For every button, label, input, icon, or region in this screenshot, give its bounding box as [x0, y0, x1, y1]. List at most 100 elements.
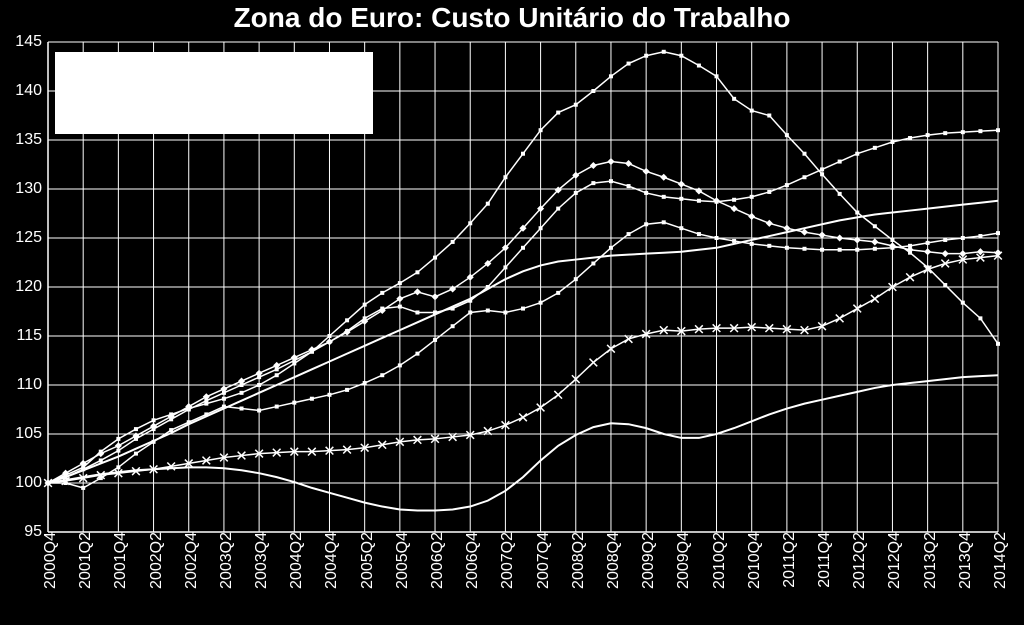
series-marker	[625, 160, 632, 167]
x-tick-label: 2011Q2	[775, 532, 799, 588]
series-marker	[275, 367, 279, 371]
x-tick-label: 2003Q4	[247, 532, 271, 589]
series-marker	[715, 200, 719, 204]
series-marker	[310, 397, 314, 401]
series-marker	[978, 129, 982, 133]
y-tick-label: 110	[16, 376, 48, 394]
series-marker	[363, 381, 367, 385]
y-tick-label: 130	[15, 180, 48, 198]
series-marker	[539, 128, 543, 132]
series-marker	[398, 363, 402, 367]
y-tick-label: 115	[16, 327, 48, 345]
x-tick-label: 2008Q4	[599, 532, 623, 589]
series-marker	[590, 359, 598, 367]
series-marker	[398, 281, 402, 285]
series-marker	[152, 427, 156, 431]
series-marker	[767, 114, 771, 118]
series-marker	[222, 397, 226, 401]
series-marker	[662, 220, 666, 224]
series-marker	[257, 375, 261, 379]
series-marker	[607, 158, 614, 165]
series-marker	[609, 246, 613, 250]
y-tick-label: 135	[15, 131, 48, 149]
series-marker	[679, 197, 683, 201]
series-marker	[590, 162, 597, 169]
series-marker	[715, 236, 719, 240]
series-marker	[836, 234, 843, 241]
series-marker	[836, 315, 844, 323]
y-tick-label: 120	[15, 278, 48, 296]
series-marker	[574, 277, 578, 281]
series-marker	[802, 152, 806, 156]
series-marker	[785, 133, 789, 137]
series-marker	[662, 195, 666, 199]
series-marker	[275, 373, 279, 377]
x-tick-label: 2001Q4	[106, 532, 130, 589]
series-marker	[257, 383, 261, 387]
series-marker	[468, 310, 472, 314]
series-marker	[574, 191, 578, 195]
series-marker	[627, 184, 631, 188]
series-marker	[451, 240, 455, 244]
series-marker	[345, 318, 349, 322]
series-marker	[679, 226, 683, 230]
series-marker	[97, 450, 104, 457]
series-marker	[486, 202, 490, 206]
series-marker	[240, 407, 244, 411]
series-marker	[695, 187, 702, 194]
series-marker	[961, 236, 965, 240]
series-line	[48, 256, 998, 483]
series-marker	[415, 352, 419, 356]
series-marker	[855, 152, 859, 156]
series-marker	[943, 131, 947, 135]
series-marker	[871, 238, 878, 245]
series-marker	[785, 183, 789, 187]
series-marker	[257, 408, 261, 412]
series-marker	[943, 238, 947, 242]
series-marker	[116, 449, 120, 453]
y-tick-label: 145	[15, 33, 48, 51]
series-marker	[152, 418, 156, 422]
x-tick-label: 2011Q4	[810, 532, 834, 588]
series-marker	[591, 89, 595, 93]
x-tick-label: 2013Q2	[916, 532, 940, 589]
series-marker	[679, 54, 683, 58]
series-marker	[715, 74, 719, 78]
x-tick-label: 2007Q4	[529, 532, 553, 589]
series-marker	[310, 350, 314, 354]
series-marker	[890, 238, 894, 242]
series-marker	[802, 175, 806, 179]
series-line	[48, 201, 998, 483]
series-marker	[732, 198, 736, 202]
series-marker	[873, 247, 877, 251]
series-marker	[908, 136, 912, 140]
series-marker	[644, 191, 648, 195]
series-marker	[908, 244, 912, 248]
series-marker	[662, 50, 666, 54]
x-tick-label: 2010Q4	[740, 532, 764, 589]
series-marker	[855, 248, 859, 252]
series-marker	[591, 181, 595, 185]
series-marker	[415, 310, 419, 314]
series-marker	[116, 465, 120, 469]
series-marker	[116, 437, 120, 441]
x-tick-label: 2004Q2	[282, 532, 306, 589]
series-marker	[486, 309, 490, 313]
series-marker	[978, 234, 982, 238]
series-marker	[609, 74, 613, 78]
series-marker	[890, 140, 894, 144]
series-marker	[890, 246, 894, 250]
series-marker	[503, 175, 507, 179]
series-marker	[838, 248, 842, 252]
series-marker	[838, 160, 842, 164]
series-marker	[766, 220, 773, 227]
series-marker	[906, 273, 914, 281]
series-marker	[996, 342, 1000, 346]
series-marker	[554, 391, 562, 399]
x-tick-label: 2009Q4	[669, 532, 693, 589]
series-marker	[556, 111, 560, 115]
series-marker	[767, 190, 771, 194]
series-marker	[539, 301, 543, 305]
series-marker	[363, 316, 367, 320]
series-marker	[521, 152, 525, 156]
